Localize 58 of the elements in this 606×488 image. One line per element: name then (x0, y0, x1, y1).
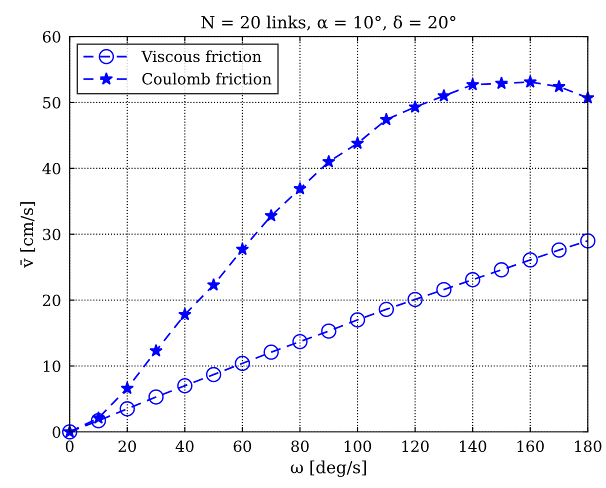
y-tick-label: 60 (42, 31, 60, 43)
x-tick-label: 180 (575, 440, 602, 452)
point (380, 112, 393, 126)
chart-title: N = 20 links, α = 10°, δ = 20° (201, 16, 456, 31)
point (581, 90, 594, 104)
x-axis-title: ω [deg/s] (290, 460, 366, 477)
point (350, 312, 366, 328)
legend-label: Viscous friction (141, 50, 262, 62)
point (378, 302, 394, 317)
point (552, 80, 566, 92)
y-tick-label: 40 (42, 162, 60, 174)
legend-label: Coulomb friction (142, 72, 272, 85)
point (292, 334, 308, 350)
x-tick-label: 40 (176, 440, 194, 452)
point (120, 401, 135, 416)
point (322, 154, 336, 168)
y-tick-label: 50 (43, 96, 60, 108)
point (178, 308, 192, 320)
x-tick-label: 0 (66, 440, 74, 452)
y-tick-label: 30 (43, 228, 60, 240)
x-tick-label: 160 (518, 440, 544, 452)
point (494, 76, 508, 90)
point (522, 252, 538, 268)
y-tick-label: 10 (44, 360, 60, 372)
point (407, 292, 423, 308)
point (436, 282, 452, 298)
point (437, 88, 451, 102)
y-axis-title: v̄ [cm/s] (20, 202, 36, 268)
x-tick-label: 100 (344, 440, 372, 452)
x-tick-label: 80 (291, 440, 309, 452)
point (494, 262, 510, 278)
x-tick-label: 140 (460, 440, 486, 452)
point (149, 344, 163, 357)
point (236, 242, 250, 256)
y-tick-label: 20 (42, 294, 60, 306)
point (465, 272, 480, 288)
point (148, 389, 164, 405)
x-tick-label: 20 (118, 440, 136, 452)
point (293, 182, 307, 195)
point (206, 366, 222, 382)
point (408, 100, 422, 113)
point (466, 78, 480, 90)
point (90, 413, 106, 428)
x-tick-label: 60 (234, 440, 252, 452)
point (264, 344, 279, 360)
point (524, 75, 537, 88)
point (264, 208, 278, 222)
point (234, 356, 250, 372)
point (350, 136, 364, 150)
point (206, 278, 220, 291)
y-tick-label: 0 (52, 426, 60, 438)
point (92, 411, 106, 424)
point (177, 378, 192, 394)
x-tick-label: 120 (402, 440, 429, 452)
point (551, 242, 567, 258)
point (321, 323, 336, 339)
point (580, 233, 596, 248)
point (120, 381, 134, 394)
